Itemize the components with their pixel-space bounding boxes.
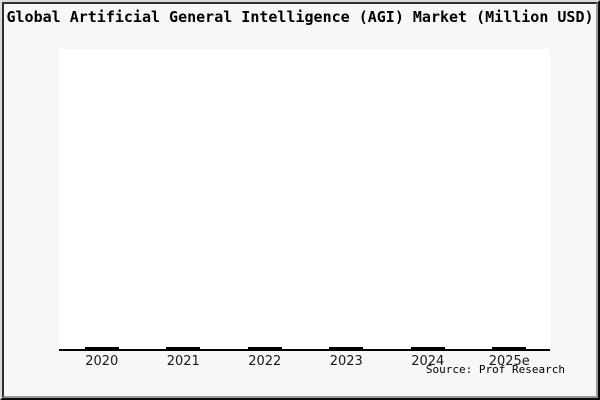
x-tick-label: 2025e xyxy=(488,354,530,369)
x-tick-label: 2021 xyxy=(166,354,200,369)
x-tick-label: 2022 xyxy=(248,354,282,369)
bar-slot xyxy=(306,347,388,349)
bar-slot xyxy=(469,347,551,349)
bar-slot xyxy=(387,347,469,349)
source-note: Source: Prof Research xyxy=(425,363,565,376)
plot-area xyxy=(59,49,550,351)
x-tick-labels-row: 2020 2021 2022 2023 2024 2025e xyxy=(59,355,550,369)
chart-title: Global Artificial General Intelligence (… xyxy=(6,8,594,26)
x-tick-label: 2023 xyxy=(329,354,363,369)
bars-row xyxy=(59,49,550,349)
bar-2020 xyxy=(84,347,119,349)
x-tick-label: 2020 xyxy=(85,354,119,369)
bar-2025e xyxy=(492,347,527,349)
x-tick-label: 2024 xyxy=(411,354,445,369)
bar-slot xyxy=(224,347,306,349)
bar-slot xyxy=(143,347,225,349)
bar-2024 xyxy=(410,347,445,349)
bar-slot xyxy=(61,347,143,349)
bar-2022 xyxy=(247,347,282,349)
bar-2023 xyxy=(329,347,364,349)
bar-2021 xyxy=(166,347,201,349)
